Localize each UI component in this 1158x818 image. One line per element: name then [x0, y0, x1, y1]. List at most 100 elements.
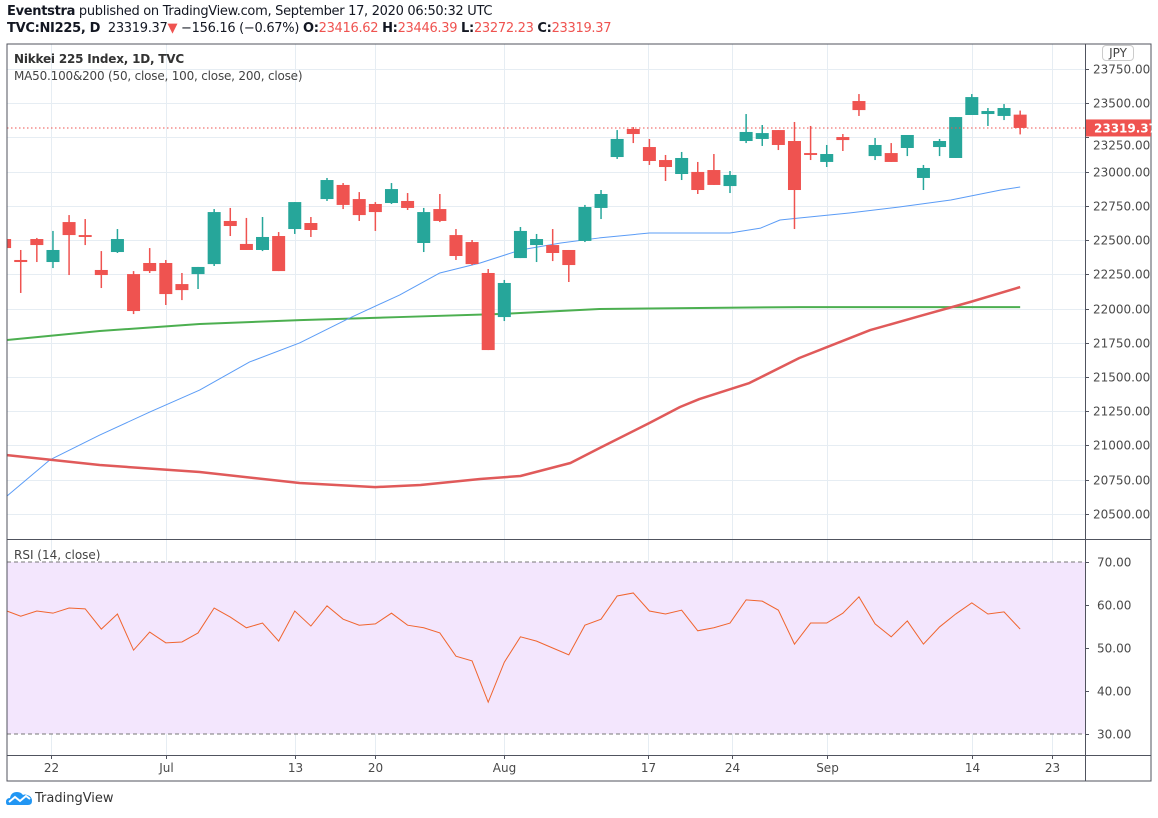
candle-body	[62, 222, 76, 236]
time-tick-label: 22	[44, 761, 59, 775]
candles	[7, 94, 1027, 351]
candle-body	[207, 212, 221, 265]
candle-body	[578, 206, 592, 241]
candle-down	[787, 121, 801, 230]
time-tick-label: 17	[641, 761, 656, 775]
time-tick-label: 24	[725, 761, 740, 775]
low-label: L:	[461, 21, 474, 36]
rsi-legend[interactable]: RSI (14, close)	[14, 548, 101, 562]
candle-body	[562, 249, 576, 266]
candle-up	[675, 151, 689, 181]
candle-down	[62, 215, 76, 276]
candle-body	[449, 235, 463, 257]
open-label: O:	[302, 21, 319, 36]
candle-up	[997, 104, 1011, 121]
candle-down	[223, 207, 237, 237]
candle-up	[868, 137, 882, 161]
candle-body	[401, 200, 415, 208]
price-axis[interactable]: 23750.00 23500.00 23250.00 23000.00 22750.00…	[1085, 63, 1150, 522]
rsi-tick-label: 70.00	[1097, 556, 1131, 570]
candle-body	[433, 209, 447, 221]
candle-up	[578, 204, 592, 243]
chart-frame	[6, 43, 1152, 782]
candle-down	[127, 271, 141, 315]
candle-down	[691, 161, 705, 194]
candle-body	[594, 193, 608, 208]
candle-body	[916, 167, 930, 178]
candle-down	[143, 248, 157, 273]
candle-body	[417, 212, 431, 243]
candle-up	[110, 229, 124, 253]
candle-body	[787, 141, 801, 191]
ma100-line	[7, 285, 1021, 489]
price-tick-label: 22500.00	[1093, 234, 1150, 248]
candle-up	[288, 202, 302, 234]
brand-name: TradingView	[35, 790, 114, 806]
candle-body	[981, 111, 995, 115]
candle-body	[739, 131, 753, 142]
time-tick-label: 23	[1045, 761, 1060, 775]
price-change: −156.16 (−0.67%)	[181, 21, 300, 36]
rsi-tick-label: 30.00	[1097, 728, 1131, 742]
price-tick-label: 23750.00	[1093, 63, 1150, 77]
high-value: 23446.39	[397, 21, 458, 36]
candle-down	[352, 192, 366, 221]
series-legend[interactable]: Nikkei 225 Index, 1D, TVC	[14, 52, 184, 66]
open-value: 23416.62	[318, 21, 379, 36]
candle-up	[739, 114, 753, 144]
candle-body	[239, 243, 253, 250]
candle-down	[481, 269, 495, 351]
candle-down	[336, 183, 350, 210]
last-price-badge: 23319.37	[1086, 119, 1157, 137]
publish-text: published on TradingView.com, September …	[75, 4, 493, 19]
candle-up	[820, 144, 834, 168]
candle-body	[884, 153, 898, 162]
candle-body	[868, 144, 882, 157]
candle-body	[513, 230, 527, 259]
currency-button[interactable]: JPY	[1102, 45, 1134, 61]
candle-body	[223, 220, 237, 227]
last-price: 23319.37	[107, 21, 168, 36]
candle-down	[239, 217, 253, 250]
price-tick-label: 23250.00	[1093, 138, 1150, 152]
low-value: 23272.23	[473, 21, 534, 36]
price-tick-label: 23000.00	[1093, 166, 1150, 180]
candle-body	[852, 101, 866, 111]
candle-body	[530, 239, 544, 246]
candle-body	[546, 245, 560, 253]
candle-body	[755, 133, 769, 139]
candle-down	[30, 237, 44, 263]
candle-up	[949, 117, 963, 158]
candle-up	[417, 207, 431, 253]
candle-body	[191, 266, 205, 275]
candle-down	[175, 272, 189, 301]
candle-body	[642, 147, 656, 161]
candle-body	[30, 239, 44, 246]
candle-body	[949, 117, 963, 158]
down-arrow-icon: ▼	[167, 21, 178, 36]
candle-down	[401, 193, 415, 211]
rsi-polyline	[7, 592, 1021, 704]
time-axis[interactable]: 22 Jul 13 20 Aug 17 24 Sep 14 23	[44, 755, 1060, 775]
ma-legend[interactable]: MA50.100&200 (50, close, 100, close, 200…	[14, 69, 303, 83]
candle-body	[465, 242, 479, 265]
candle-up	[755, 124, 769, 146]
candle-down	[449, 229, 463, 260]
price-tick-label: 23500.00	[1093, 97, 1150, 111]
time-tick-label: Jul	[158, 761, 173, 775]
rsi-axis[interactable]: 70.00 60.00 50.00 40.00 30.00	[1085, 556, 1131, 742]
symbol-info: TVC:NI225, D 23319.37▼ −156.16 (−0.67%) …	[7, 21, 612, 36]
author[interactable]: Eventstra	[7, 4, 76, 19]
candle-up	[981, 108, 995, 126]
candle-body	[110, 239, 124, 253]
candle-body	[7, 239, 12, 249]
candle-body	[159, 262, 173, 295]
last-price-badge-text: 23319.37	[1094, 121, 1157, 135]
time-tick-label: Sep	[816, 761, 839, 775]
candle-up	[207, 209, 221, 266]
candle-body	[804, 153, 818, 155]
tradingview-logo[interactable]: TradingView	[6, 790, 114, 806]
candle-up	[191, 266, 205, 289]
candle-up	[530, 233, 544, 263]
